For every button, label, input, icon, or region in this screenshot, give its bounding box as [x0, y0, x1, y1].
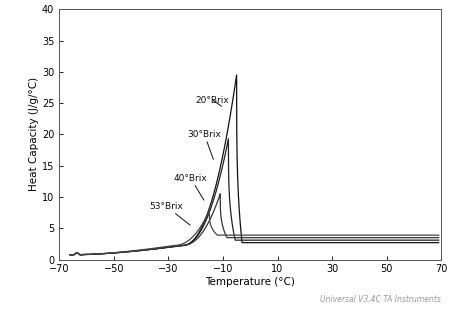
Y-axis label: Heat Capacity (J/g/°C): Heat Capacity (J/g/°C): [29, 77, 39, 192]
Text: 53°Brix: 53°Brix: [149, 202, 190, 225]
Text: Universal V3.4C TA Instruments: Universal V3.4C TA Instruments: [320, 294, 441, 304]
X-axis label: Temperature (°C): Temperature (°C): [205, 277, 295, 287]
Text: 40°Brix: 40°Brix: [174, 174, 207, 200]
Text: 20°Brix: 20°Brix: [196, 95, 229, 106]
Text: 30°Brix: 30°Brix: [187, 130, 221, 159]
